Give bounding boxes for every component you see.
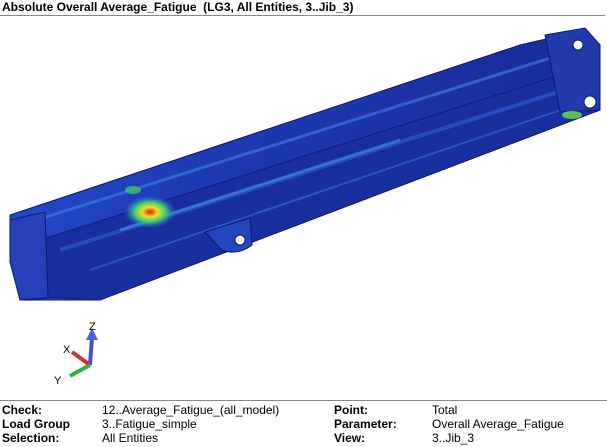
info-value: Overall Average_Fatigue	[432, 417, 564, 431]
x-axis-label: X	[63, 344, 71, 356]
info-label: Parameter:	[334, 417, 397, 431]
info-label: Selection:	[2, 431, 60, 445]
info-label: Load Group	[2, 417, 70, 431]
axis-triad: Z X Y	[54, 321, 98, 387]
jib-model	[9, 27, 601, 301]
info-value: 3..Jib_3	[432, 431, 475, 445]
info-value: Total	[432, 403, 458, 417]
info-value: 12..Average_Fatigue_(all_model)	[102, 403, 280, 417]
info-table: Check: 12..Average_Fatigue_(all_model) Poi…	[0, 400, 607, 447]
z-axis-label: Z	[89, 321, 96, 333]
info-label: View:	[334, 431, 366, 445]
viewport: Z X Y	[9, 27, 601, 387]
info-label: Point:	[334, 403, 368, 417]
info-value: 3..Fatigue_simple	[102, 417, 197, 431]
info-value: All Entities	[102, 431, 159, 445]
view-title: Absolute Overall Average_Fatigue (LG3, A…	[0, 0, 605, 16]
y-axis-label: Y	[54, 375, 62, 387]
info-label: Check:	[2, 403, 43, 417]
